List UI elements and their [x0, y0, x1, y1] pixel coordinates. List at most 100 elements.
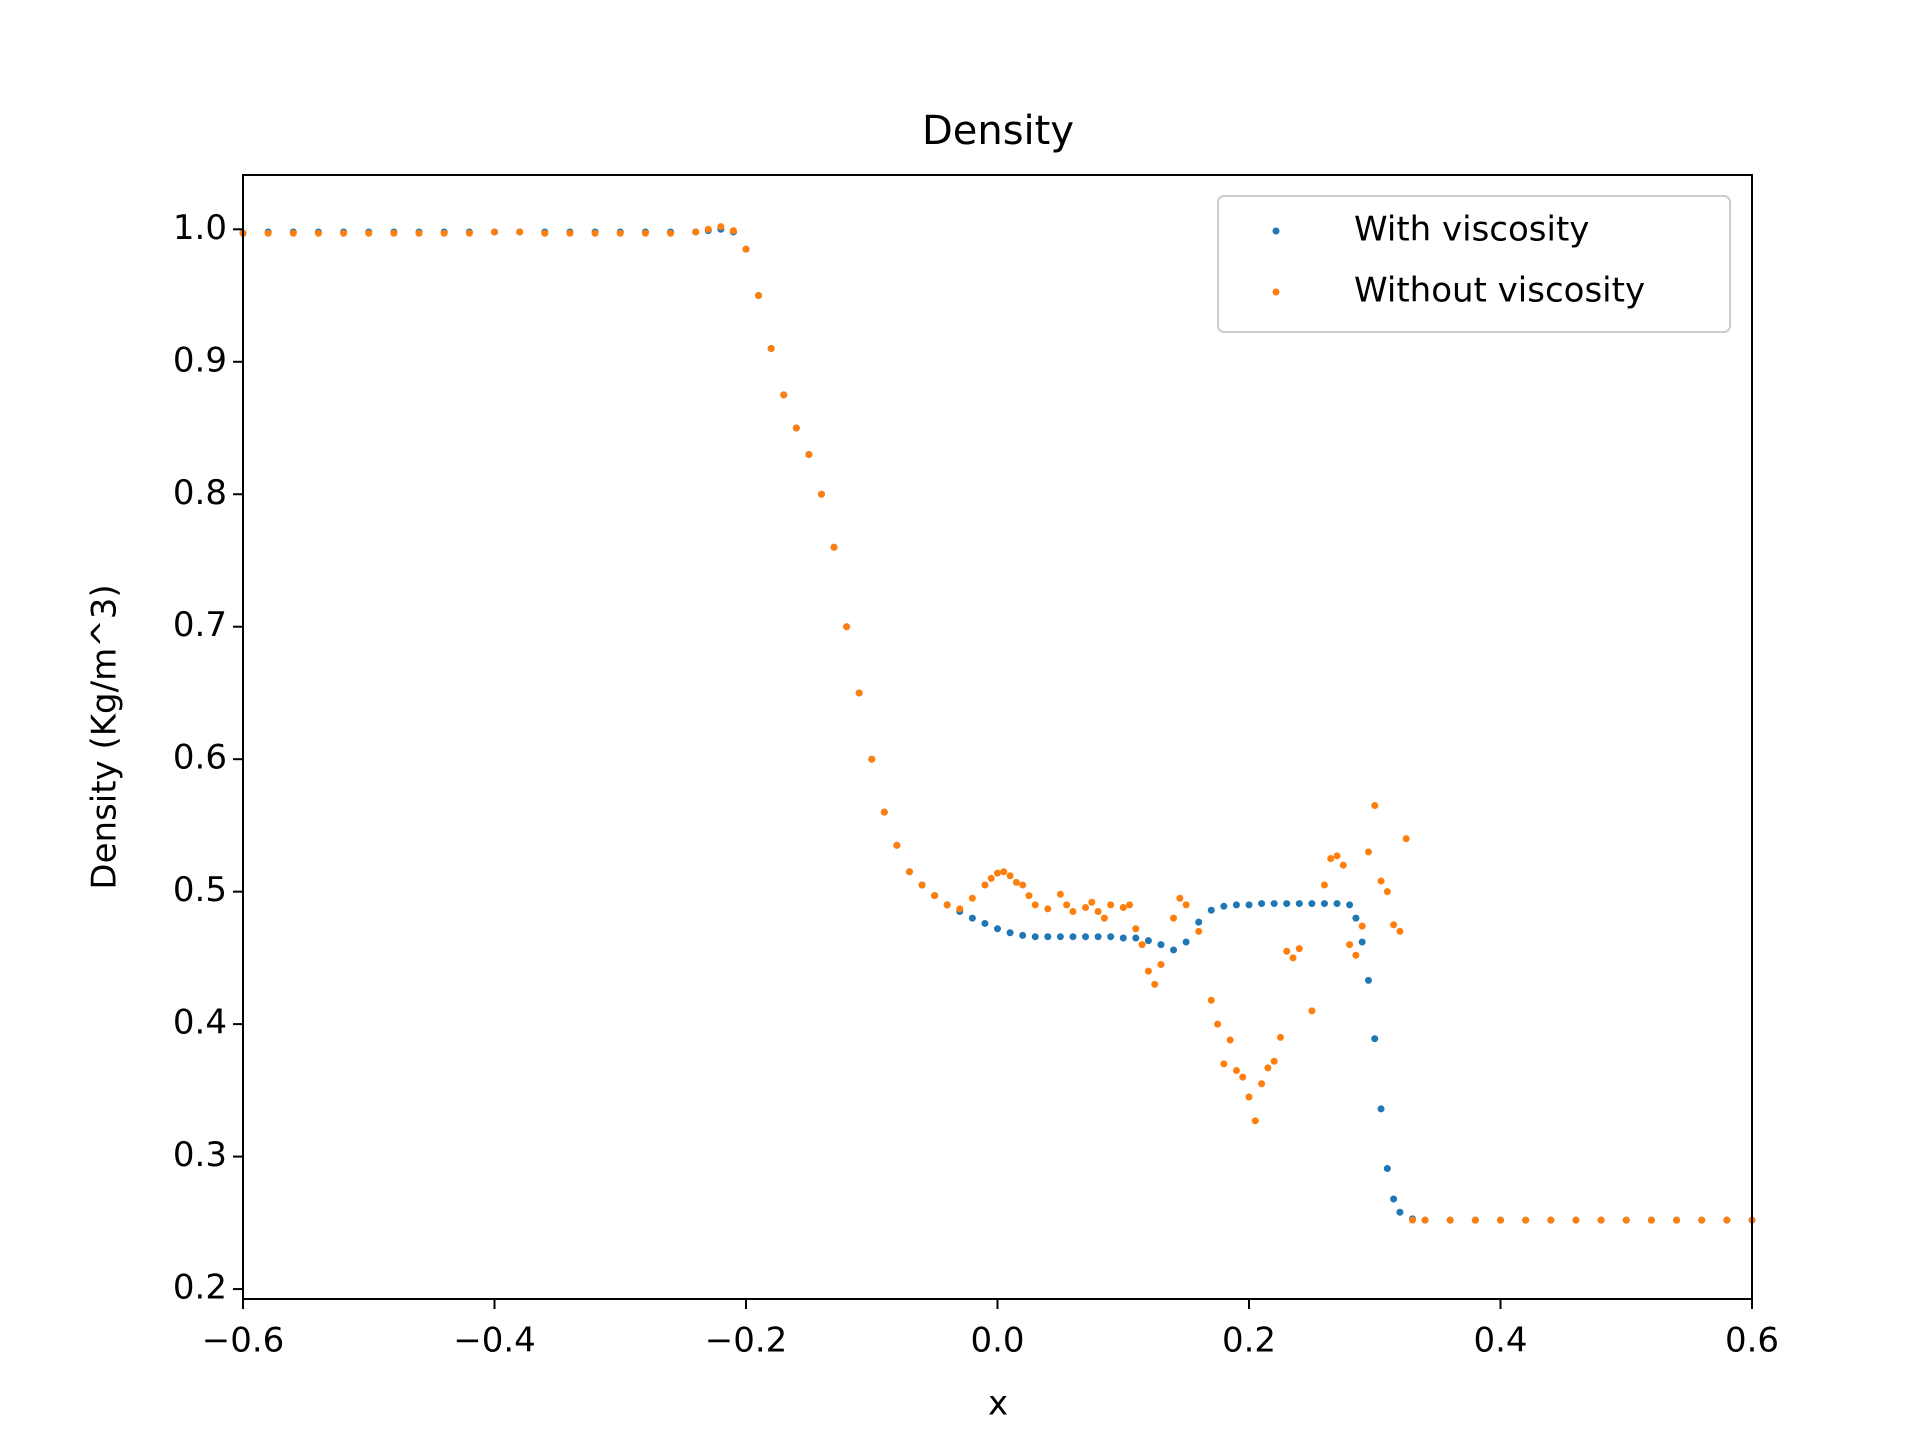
data-point — [1383, 888, 1391, 896]
data-point — [868, 755, 876, 763]
data-point — [1408, 1216, 1416, 1224]
data-point — [1056, 890, 1064, 898]
data-point — [1151, 980, 1159, 988]
data-point — [1088, 898, 1096, 906]
data-point — [956, 905, 964, 913]
data-point — [1138, 941, 1146, 949]
data-point — [1239, 1073, 1247, 1081]
data-point — [1006, 929, 1014, 937]
data-point — [591, 229, 599, 237]
data-point — [805, 451, 813, 459]
legend-marker — [1272, 227, 1280, 235]
data-point — [1264, 1064, 1272, 1072]
data-point — [1547, 1216, 1555, 1224]
data-point — [1220, 902, 1228, 910]
data-point — [1522, 1216, 1530, 1224]
data-point — [981, 919, 989, 927]
data-point — [1270, 1057, 1278, 1065]
data-point — [1107, 901, 1115, 909]
y-tick-label: 0.5 — [173, 870, 227, 910]
data-point — [1346, 901, 1354, 909]
plot-area — [239, 223, 1756, 1224]
data-point — [1320, 881, 1328, 889]
data-point — [390, 229, 398, 237]
data-point — [1144, 937, 1152, 945]
data-point — [1195, 918, 1203, 926]
y-tick-label: 0.3 — [173, 1135, 227, 1175]
legend-label: With viscosity — [1354, 210, 1589, 250]
data-point — [1258, 900, 1266, 908]
data-point — [264, 229, 272, 237]
data-point — [1019, 931, 1027, 939]
data-point — [1276, 1033, 1284, 1041]
data-point — [1251, 1117, 1259, 1125]
data-point — [717, 223, 725, 231]
data-point — [1182, 901, 1190, 909]
data-point — [1383, 1165, 1391, 1173]
data-point — [729, 227, 737, 235]
data-point — [1270, 900, 1278, 908]
chart-title: Density — [922, 108, 1074, 154]
y-tick-label: 0.8 — [173, 473, 227, 513]
data-point — [1031, 901, 1039, 909]
data-point — [1327, 855, 1335, 863]
data-point — [1012, 878, 1020, 886]
data-point — [1119, 934, 1127, 942]
data-point — [1157, 941, 1165, 949]
data-point — [1100, 914, 1108, 922]
y-axis-label: Density (Kg/m^3) — [85, 584, 125, 889]
data-point — [767, 345, 775, 353]
data-point — [994, 925, 1001, 933]
data-point — [843, 623, 851, 631]
data-point — [1308, 900, 1316, 908]
data-point — [792, 424, 800, 432]
data-point — [1308, 1007, 1316, 1015]
data-point — [1107, 933, 1115, 941]
data-point — [1170, 946, 1178, 954]
data-point — [365, 229, 373, 237]
y-tick-label: 0.7 — [173, 605, 227, 645]
data-point — [1170, 914, 1178, 922]
data-point — [1132, 934, 1140, 942]
y-tick-label: 0.4 — [173, 1003, 227, 1043]
data-point — [1000, 868, 1008, 876]
data-point — [1176, 894, 1184, 902]
data-point — [1063, 901, 1071, 909]
data-point — [465, 229, 473, 237]
data-point — [987, 874, 995, 882]
data-point — [1019, 881, 1027, 889]
data-point — [1471, 1216, 1479, 1224]
data-point — [440, 229, 448, 237]
data-point — [340, 229, 348, 237]
data-point — [1025, 892, 1033, 900]
data-point — [1364, 848, 1372, 856]
data-point — [1396, 927, 1404, 935]
data-point — [1056, 933, 1064, 941]
data-point — [1295, 900, 1303, 908]
data-point — [742, 245, 750, 253]
data-point — [516, 228, 524, 236]
data-point — [704, 225, 712, 233]
data-point — [1358, 938, 1366, 946]
data-point — [1339, 861, 1347, 869]
data-point — [1157, 961, 1165, 969]
data-point — [1698, 1216, 1706, 1224]
data-point — [1144, 967, 1152, 975]
data-point — [968, 914, 976, 922]
data-point — [1232, 1066, 1240, 1074]
y-tick-label: 1.0 — [173, 208, 227, 248]
data-point — [1597, 1216, 1605, 1224]
data-point — [1082, 933, 1090, 941]
x-tick-label: −0.2 — [705, 1321, 788, 1361]
data-point — [314, 229, 322, 237]
data-point — [1207, 906, 1215, 914]
data-point — [541, 229, 549, 237]
data-point — [1371, 1035, 1379, 1043]
data-point — [1572, 1216, 1580, 1224]
legend-box — [1217, 195, 1731, 333]
data-point — [817, 490, 825, 498]
data-point — [1333, 852, 1341, 860]
data-point — [667, 229, 675, 237]
data-point — [1723, 1216, 1731, 1224]
